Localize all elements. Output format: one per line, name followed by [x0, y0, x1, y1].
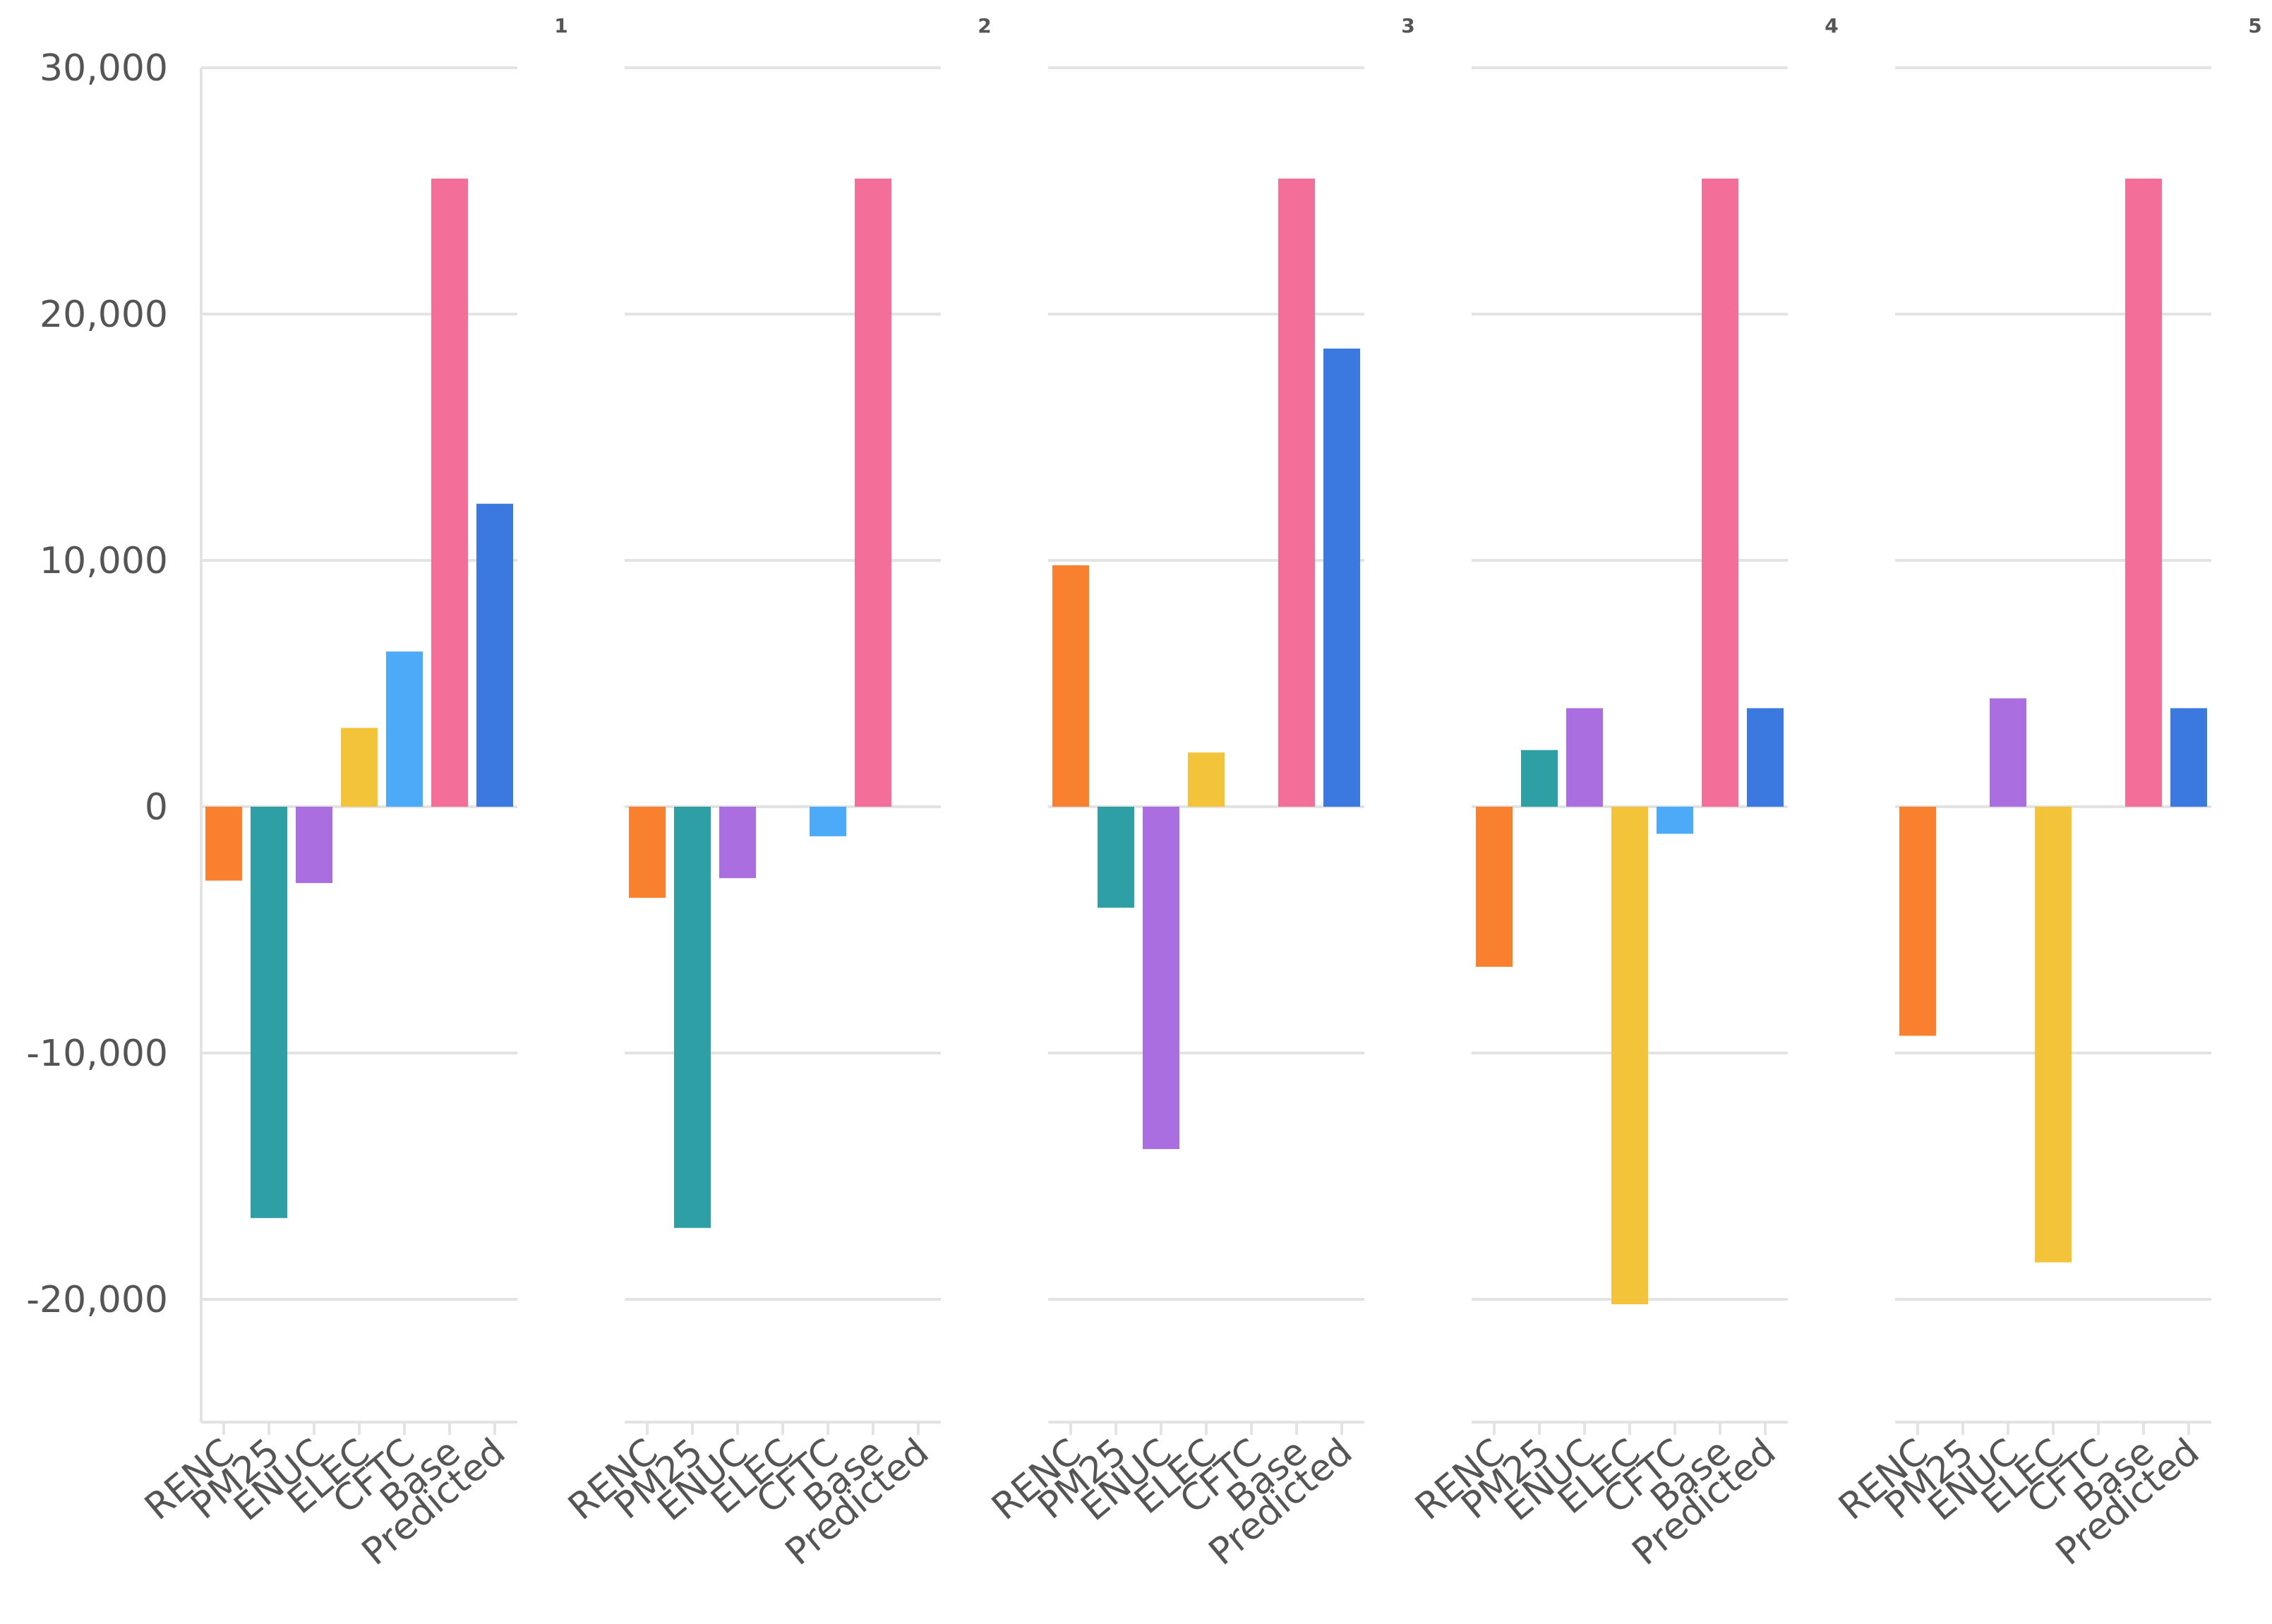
bar-predicted[interactable] [476, 503, 513, 807]
bar-elec[interactable] [1188, 752, 1225, 807]
bar-base[interactable] [2125, 179, 2162, 807]
bar-cftc[interactable] [810, 807, 846, 836]
bar-renc[interactable] [1899, 807, 1936, 1036]
bar-pm25[interactable] [251, 807, 287, 1218]
bar-renc[interactable] [629, 807, 666, 898]
bar-base[interactable] [1702, 179, 1738, 807]
bar-base[interactable] [1278, 179, 1315, 807]
bar-elec[interactable] [2035, 807, 2072, 1263]
bar-base[interactable] [855, 179, 891, 807]
panel-label: 3 [1401, 14, 1414, 37]
bar-predicted[interactable] [1747, 708, 1784, 807]
y-tick-label: 0 [145, 786, 168, 829]
bar-enuc[interactable] [296, 807, 332, 884]
bar-enuc[interactable] [1143, 807, 1179, 1150]
bar-renc[interactable] [205, 807, 242, 881]
bar-pm25[interactable] [1521, 750, 1558, 807]
y-tick-label: -20,000 [26, 1279, 168, 1321]
bar-enuc[interactable] [1990, 698, 2026, 807]
y-tick-label: -10,000 [26, 1033, 168, 1075]
panel-label: 2 [978, 14, 991, 37]
panel-label: 5 [2248, 14, 2261, 37]
bar-pm25[interactable] [674, 807, 711, 1228]
bar-cftc[interactable] [386, 651, 423, 807]
bar-renc[interactable] [1052, 565, 1089, 807]
bar-elec[interactable] [1611, 807, 1648, 1304]
bar-base[interactable] [431, 179, 468, 807]
panel-label: 1 [554, 14, 567, 37]
y-tick-label: 10,000 [40, 540, 168, 582]
bar-pm25[interactable] [1098, 807, 1134, 908]
bar-elec[interactable] [341, 728, 378, 807]
bar-renc[interactable] [1476, 807, 1513, 967]
bar-predicted[interactable] [1323, 348, 1360, 807]
y-tick-label: 20,000 [40, 294, 168, 336]
panel-label: 4 [1825, 14, 1838, 37]
bar-predicted[interactable] [2170, 708, 2207, 807]
y-tick-label: 30,000 [40, 47, 168, 90]
bar-enuc[interactable] [719, 807, 756, 879]
bar-enuc[interactable] [1566, 708, 1603, 807]
bar-cftc[interactable] [1657, 807, 1693, 834]
